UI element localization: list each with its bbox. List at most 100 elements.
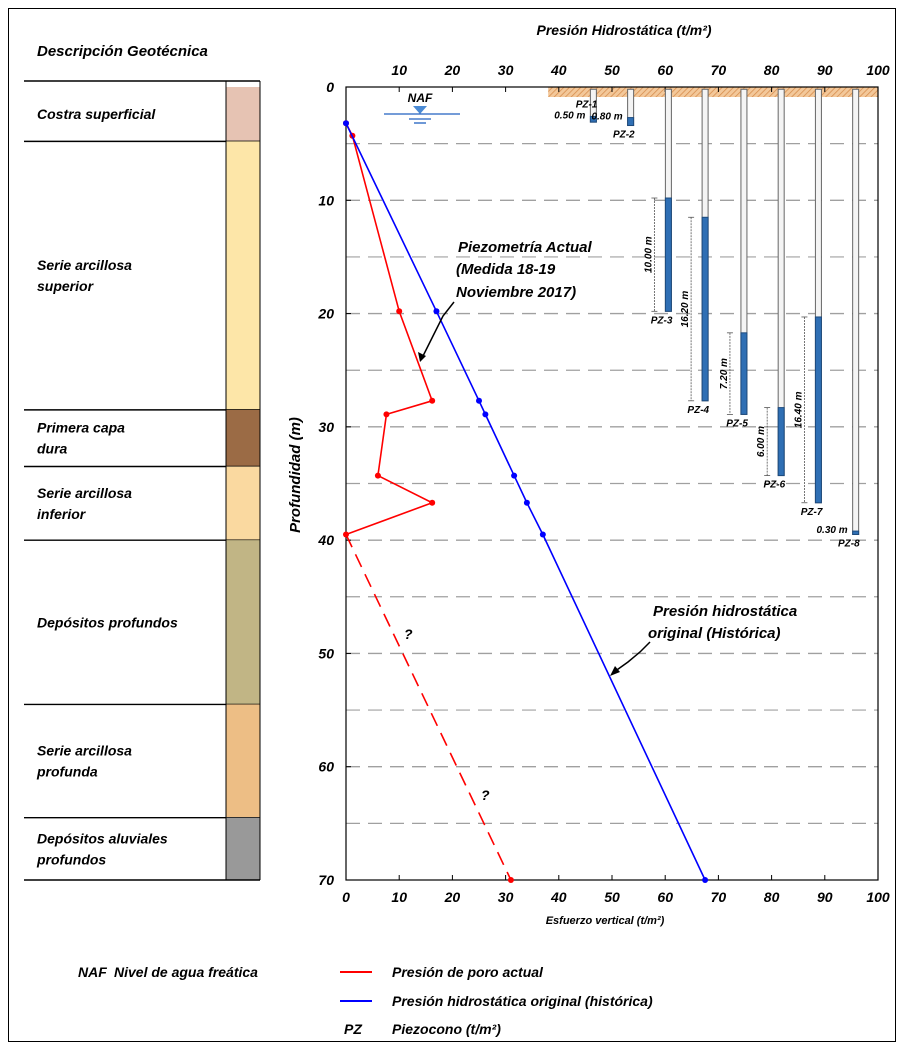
piezo-annotation-line-3: Noviembre 2017) xyxy=(456,284,576,301)
piezometer-label: PZ-7 xyxy=(801,507,823,518)
series-point xyxy=(433,308,440,315)
stratum-swatch xyxy=(226,704,260,818)
bottom-axis-title: Esfuerzo vertical (t/m²) xyxy=(546,915,665,927)
stratum-swatch xyxy=(226,141,260,410)
naf-label: NAF xyxy=(408,91,433,105)
x-tick-label: 40 xyxy=(550,889,567,905)
legend-naf-abbr: NAF xyxy=(78,964,107,980)
series-point xyxy=(429,397,436,404)
x-tick-label: 10 xyxy=(391,889,407,905)
piezometer-label: PZ-3 xyxy=(651,315,673,326)
y-axis: 0 10 20 30 40 50 60 70 xyxy=(317,79,351,888)
x-tick-label: 90 xyxy=(817,889,833,905)
x-tick-label: 20 xyxy=(444,889,461,905)
ground-surface xyxy=(548,87,878,97)
stratum-label: Costra superficial xyxy=(37,106,156,122)
piezometer-screen xyxy=(777,407,785,477)
top-x-tick-label: 10 xyxy=(391,62,407,78)
stratum-label: Serie arcillosa xyxy=(37,485,132,501)
y-tick-label: 70 xyxy=(318,872,334,888)
piezometer-label: PZ-1 xyxy=(576,99,598,110)
x-tick-label: 30 xyxy=(498,889,514,905)
series-point xyxy=(429,499,436,506)
x-tick-label: 60 xyxy=(657,889,673,905)
x-tick-label: 50 xyxy=(604,889,620,905)
legend-pz-text: Piezocono (t/m²) xyxy=(392,1021,501,1037)
dimension-label: 7.20 m xyxy=(719,358,730,389)
dimension-label: 0.80 m xyxy=(591,112,622,123)
dimension-label: 10.00 m xyxy=(643,236,654,273)
stratum-swatch xyxy=(226,409,260,467)
series-point xyxy=(476,397,482,404)
piezometer-screen xyxy=(589,115,597,123)
y-axis-title: Profundidad (m) xyxy=(287,417,304,533)
stratum-label: superior xyxy=(37,278,95,294)
dimension-label: 0.30 m xyxy=(817,525,848,536)
dimension-label: 16.40 m xyxy=(793,391,804,428)
top-x-tick-label: 30 xyxy=(498,62,514,78)
grid-lines xyxy=(346,143,878,824)
series-point xyxy=(511,472,518,479)
question-mark-1: ? xyxy=(404,626,413,642)
dimension-label: 0.50 m xyxy=(554,110,585,121)
stratum-label: Depósitos profundos xyxy=(37,614,178,630)
top-x-tick-label: 60 xyxy=(657,62,673,78)
piezometer-screen xyxy=(852,530,860,535)
series-line xyxy=(345,122,706,881)
piezometer-label: PZ-6 xyxy=(764,480,786,491)
figure-frame xyxy=(8,8,896,1042)
series-point xyxy=(343,120,349,127)
series-point xyxy=(482,411,489,418)
stratum-label: inferior xyxy=(37,506,87,522)
x-tick-label: 70 xyxy=(711,889,727,905)
column-title: Descripción Geotécnica xyxy=(37,43,208,60)
y-tick-label: 10 xyxy=(318,192,334,208)
strata-column: Costra superficial Serie arcillosa superio… xyxy=(24,80,261,881)
piezometer-screen xyxy=(627,117,635,127)
piezometer-label: PZ-4 xyxy=(687,405,709,416)
legend-pz-abbr: PZ xyxy=(344,1021,362,1037)
hidro-annotation-line-2: original (Histórica) xyxy=(648,625,781,642)
legend-naf-text: Nivel de agua freática xyxy=(114,964,258,980)
piezometer-screen xyxy=(740,332,748,415)
series-point xyxy=(507,877,514,883)
top-axis-title: Presión Hidrostática (t/m²) xyxy=(536,22,711,38)
piezo-annotation-line-2: (Medida 18-19 xyxy=(456,261,556,278)
piezometers: PZ-10.50 m PZ-2 0.80 m PZ-3 10.00 m PZ-4 16.20… xyxy=(554,88,860,549)
x-tick-label: 0 xyxy=(342,889,350,905)
piezometer-label: PZ-5 xyxy=(726,418,748,429)
legend: NAF Nivel de agua freática Presión de po… xyxy=(78,964,653,1037)
y-tick-label: 30 xyxy=(318,419,334,435)
question-mark-2: ? xyxy=(481,787,490,803)
top-x-tick-label: 50 xyxy=(604,62,620,78)
dimension-label: 16.20 m xyxy=(680,291,691,328)
legend-blue-text: Presión hidrostática original (histórica… xyxy=(392,993,653,1009)
piezometer-label: PZ-8 xyxy=(838,538,860,549)
legend-red-text: Presión de poro actual xyxy=(392,964,544,980)
x-tick-label: 100 xyxy=(866,889,890,905)
piezometer-tube xyxy=(852,88,860,535)
stratum-swatch xyxy=(226,540,260,705)
series-point xyxy=(374,472,381,479)
stratum-label: profundos xyxy=(36,851,106,867)
annotation-hidrostatica: Presión hidrostática original (Histórica… xyxy=(610,603,797,676)
y-tick-label: 60 xyxy=(318,759,334,775)
series-line xyxy=(345,534,512,881)
series-lines xyxy=(343,120,709,883)
stratum-label: Serie arcillosa xyxy=(37,257,132,273)
piezo-annotation-line-1: Piezometría Actual xyxy=(458,239,592,256)
stratum-label: Primera capa xyxy=(37,420,125,436)
annotation-piezometria: Piezometría Actual (Medida 18-19 Noviemb… xyxy=(418,239,592,362)
piezometer-screen xyxy=(814,316,822,504)
stratum-label: Serie arcillosa xyxy=(37,743,132,759)
stratum-swatch xyxy=(226,87,260,142)
y-tick-label: 20 xyxy=(317,306,334,322)
x-tick-label: 80 xyxy=(764,889,780,905)
top-x-tick-label: 40 xyxy=(550,62,567,78)
top-x-tick-label: 90 xyxy=(817,62,833,78)
piezometer-screen xyxy=(664,197,672,312)
top-x-tick-label: 20 xyxy=(444,62,461,78)
naf-symbol: NAF xyxy=(384,91,460,124)
top-x-tick-label: 80 xyxy=(764,62,780,78)
